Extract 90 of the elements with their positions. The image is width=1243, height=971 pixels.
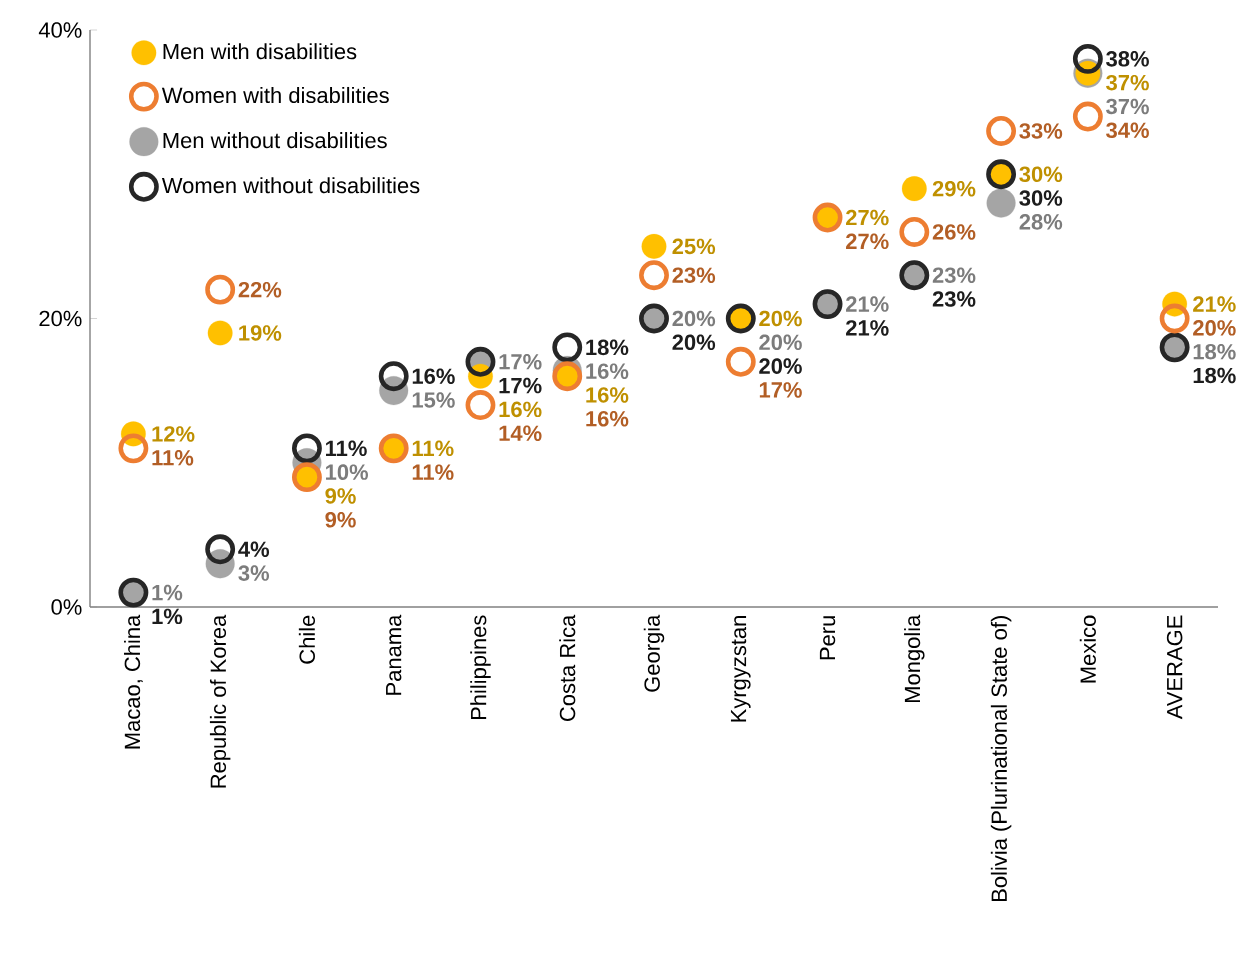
data-label: 11% (412, 464, 454, 480)
data-label: 1% (152, 608, 183, 625)
y-tick-label: 0% (51, 599, 82, 615)
x-tick-label: Philippines (470, 615, 491, 720)
x-tick-label: Costa Rica (559, 614, 576, 721)
point (205, 534, 236, 565)
x-tick-label: Kyrgyzstan (730, 616, 751, 722)
data-label: 23% (672, 267, 716, 284)
x-tick-label: Peru (819, 616, 836, 660)
data-label: 23% (932, 291, 976, 307)
data-label: 20% (672, 310, 716, 327)
point (118, 433, 149, 464)
data-label: 33% (1019, 123, 1063, 139)
y-tick-label: 40% (38, 22, 82, 38)
data-label: 30% (1019, 166, 1063, 183)
x-tick-label: Panama (386, 614, 402, 695)
data-label: 37% (1106, 98, 1149, 115)
data-label: 17% (499, 377, 542, 394)
data-label: 21% (1193, 296, 1236, 312)
legend-label: Men without disabilities (163, 132, 387, 149)
point (291, 433, 322, 464)
data-label: 16% (586, 387, 629, 403)
data-label: 11% (152, 449, 194, 466)
data-label: 20% (759, 310, 802, 327)
data-label: 23% (932, 267, 976, 284)
x-tick-label: Mongolia (904, 614, 925, 703)
data-label: 17% (759, 382, 802, 398)
data-label: 29% (932, 180, 976, 197)
data-label: 38% (1106, 51, 1149, 67)
data-label: 1% (152, 584, 183, 601)
point (899, 217, 930, 247)
data-label: 16% (412, 368, 455, 384)
data-label: 11% (412, 440, 454, 457)
data-label: 27% (846, 233, 889, 250)
point (378, 361, 409, 392)
data-label: 20% (759, 334, 802, 351)
data-label: 28% (1019, 214, 1063, 230)
data-label: 14% (499, 425, 542, 441)
data-label: 27% (846, 209, 889, 226)
data-label: 3% (238, 565, 270, 581)
point (552, 332, 583, 363)
point (1072, 43, 1103, 74)
point (1072, 101, 1103, 132)
data-label: 15% (412, 392, 455, 408)
data-label: 18% (1193, 367, 1236, 384)
legend-label: Men with disabilities (163, 43, 357, 60)
data-label: 4% (238, 541, 270, 558)
data-label: 20% (759, 358, 802, 374)
point (901, 176, 927, 202)
x-tick-label: Chile (298, 615, 315, 664)
point (986, 188, 1016, 218)
data-label: 26% (932, 224, 976, 240)
legend-label: Women with disabilities (161, 86, 389, 104)
x-tick-label: Georgia (643, 614, 665, 692)
point (207, 320, 233, 346)
data-label: 30% (1019, 190, 1063, 206)
data-label: 19% (239, 325, 282, 341)
data-label: 21% (846, 320, 889, 336)
x-tick-label: AVERAGE (1166, 615, 1183, 720)
data-label: 34% (1106, 122, 1149, 139)
data-label: 37% (1106, 74, 1149, 91)
data-label: 9% (325, 488, 356, 504)
point (725, 346, 756, 377)
data-label: 10% (326, 464, 369, 480)
data-label: 20% (672, 334, 716, 351)
point (1159, 303, 1190, 334)
data-label: 16% (586, 363, 629, 379)
data-label: 9% (325, 511, 356, 528)
point (639, 260, 669, 291)
data-label: 12% (152, 426, 195, 442)
data-label: 16% (586, 410, 629, 427)
data-label: 20% (1193, 320, 1236, 336)
x-tick-label: Macao, China (124, 614, 143, 749)
data-label: 16% (499, 401, 542, 418)
legend-label: Women without disabilities (161, 177, 420, 194)
point (465, 390, 496, 420)
x-tick-label: Bolivia (Plurinational State of) (990, 616, 1012, 902)
y-tick-label: 20% (39, 310, 82, 327)
x-tick-label: Mexico (1079, 615, 1096, 683)
data-label: 18% (1193, 343, 1236, 360)
data-label: 11% (326, 440, 367, 457)
x-tick-label: Republic of Korea (209, 614, 231, 788)
data-label: 22% (238, 281, 282, 298)
data-label: 25% (672, 238, 716, 255)
point (205, 274, 236, 305)
data-label: 18% (586, 339, 629, 356)
data-label: 17% (499, 354, 542, 370)
data-label: 21% (846, 296, 889, 312)
point (641, 233, 667, 259)
point (986, 116, 1017, 146)
